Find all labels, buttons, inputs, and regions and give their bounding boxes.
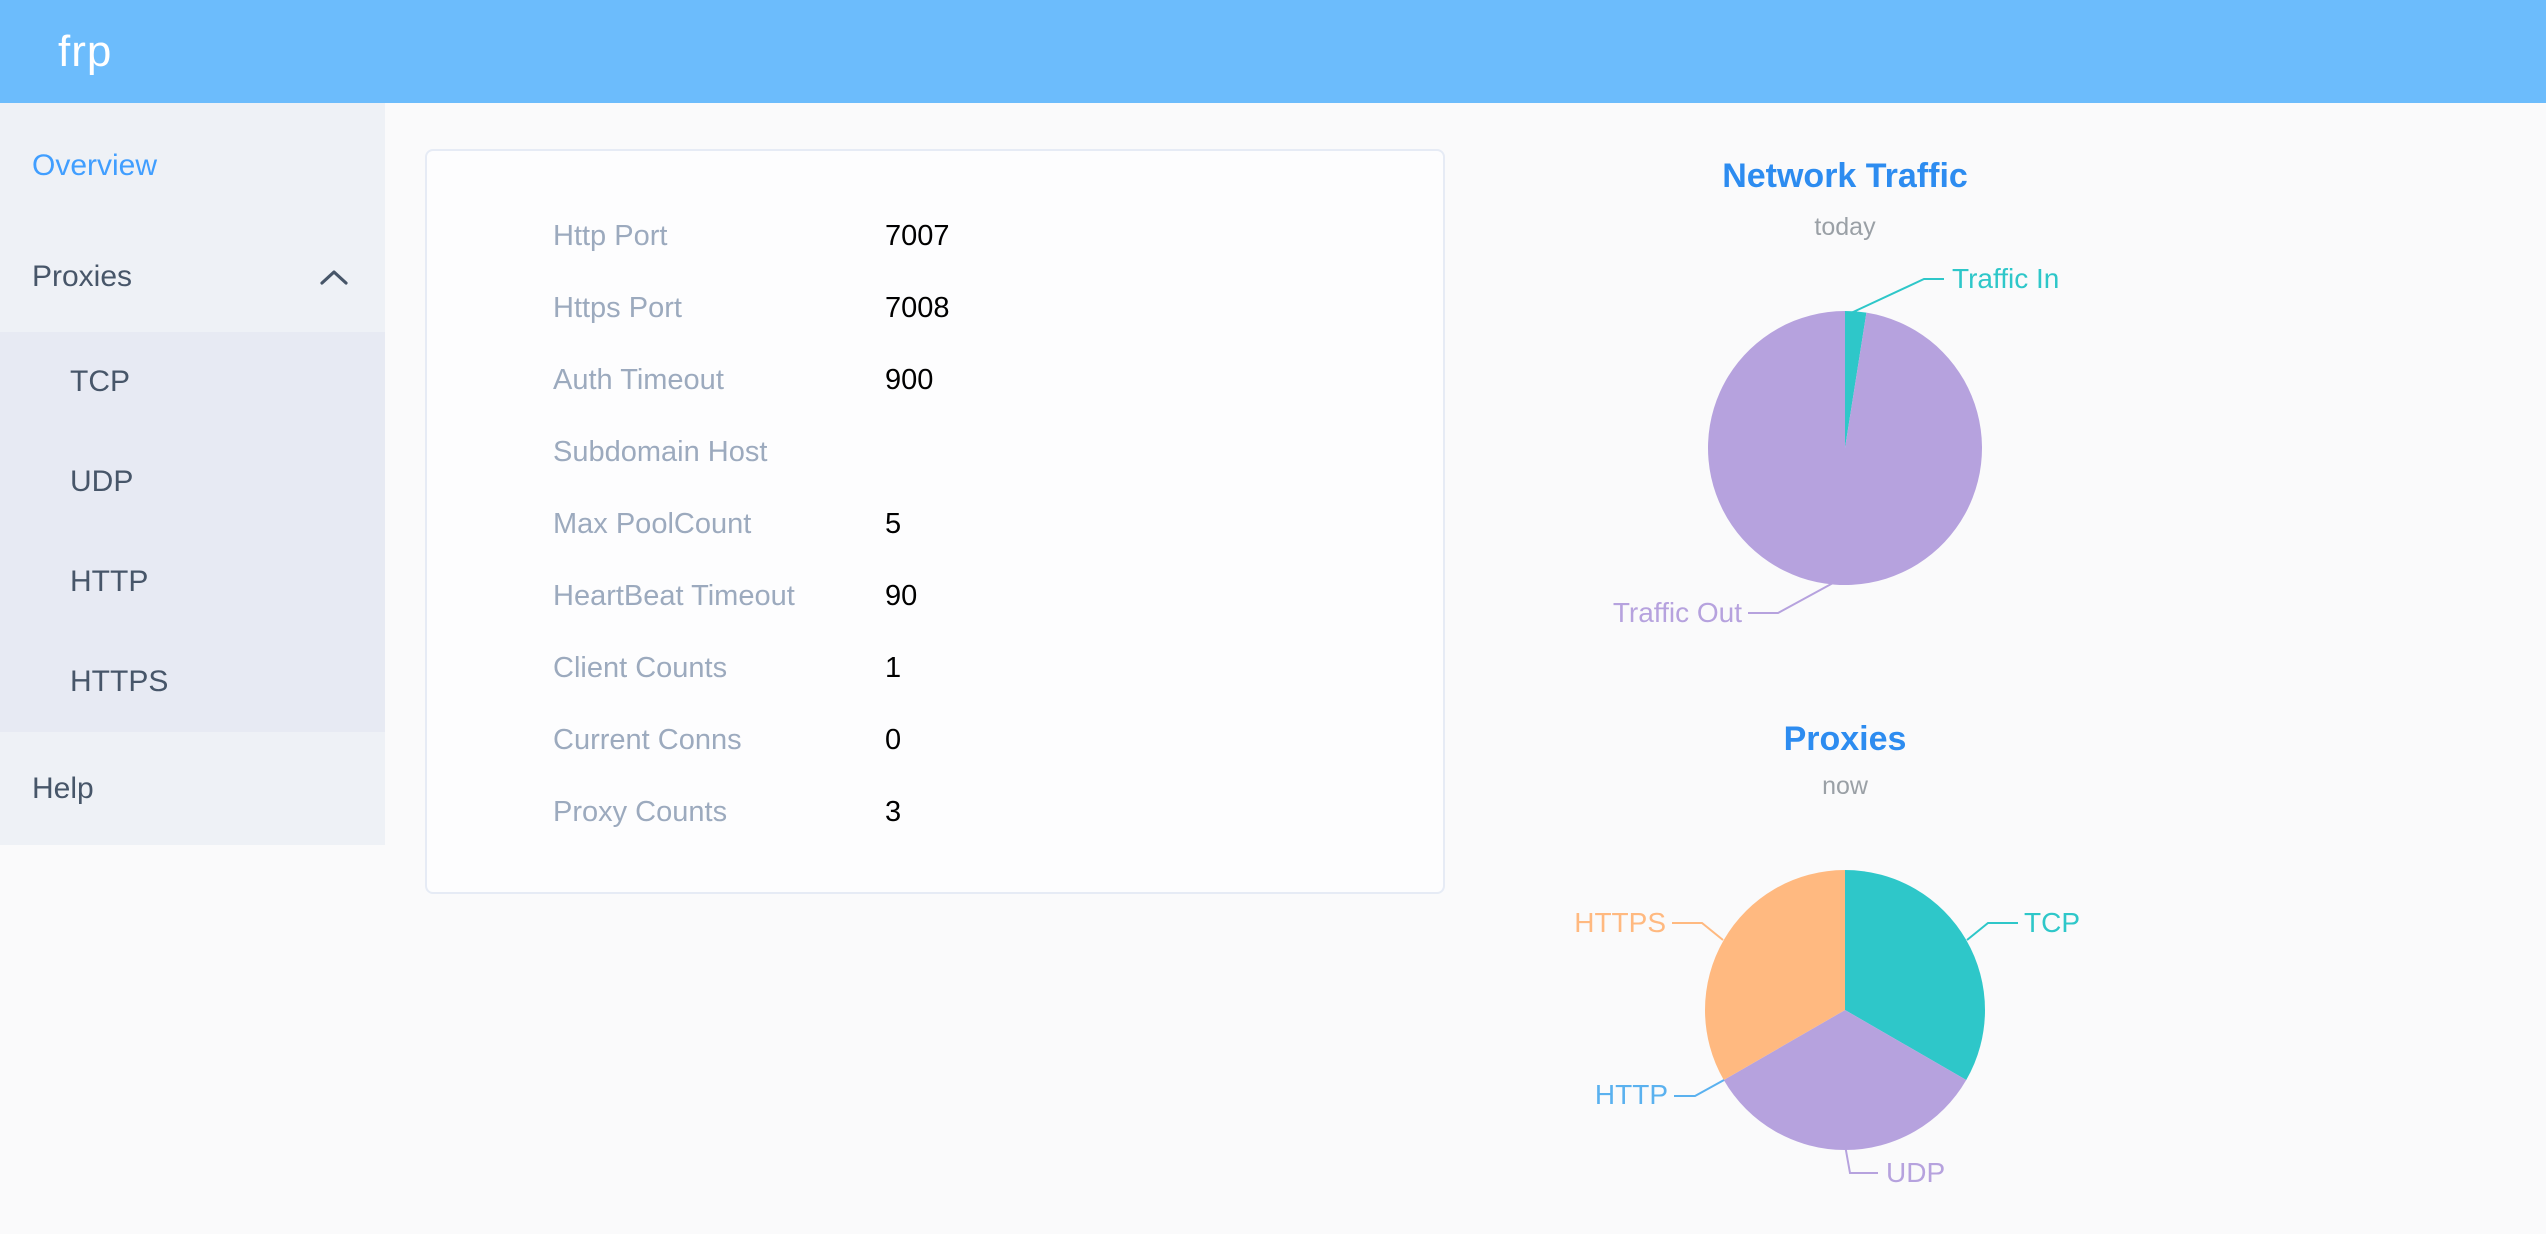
network-traffic-pie xyxy=(1708,311,1983,585)
udp-leader-line xyxy=(1844,1144,1878,1174)
chart-title: Proxies xyxy=(1784,720,1907,758)
chart-title: Network Traffic xyxy=(1722,157,1968,195)
sidebar-item-help[interactable]: Help xyxy=(0,732,385,845)
config-label: Https Port xyxy=(553,291,682,324)
config-label: Auth Timeout xyxy=(553,363,724,396)
config-label: Current Conns xyxy=(553,723,742,756)
pie-label-tcp: TCP xyxy=(2024,907,2080,938)
server-config-card: Http Port 7007 Https Port 7008 Auth Time… xyxy=(425,149,1445,894)
traffic-out-leader-line xyxy=(1748,582,1834,614)
config-row-https-port: Https Port 7008 xyxy=(427,272,1443,344)
config-value: 3 xyxy=(885,795,902,828)
config-label: Subdomain Host xyxy=(553,435,768,468)
config-value: 90 xyxy=(885,579,918,612)
sidebar-item-https[interactable]: HTTPS xyxy=(0,632,385,732)
app-header: frp xyxy=(0,0,2546,103)
sidebar-item-label: Overview xyxy=(32,149,158,182)
pie-label-traffic-out: Traffic Out xyxy=(1613,597,1742,628)
pie-label-udp: UDP xyxy=(1886,1157,1945,1188)
http-leader-line xyxy=(1674,1079,1725,1097)
sidebar-item-label: TCP xyxy=(70,365,130,398)
config-value: 0 xyxy=(885,723,902,756)
sidebar-item-udp[interactable]: UDP xyxy=(0,432,385,532)
chevron-up-icon xyxy=(320,270,348,285)
config-value: 7008 xyxy=(885,291,950,324)
config-row-client-counts: Client Counts 1 xyxy=(427,632,1443,704)
config-value: 7007 xyxy=(885,219,950,252)
sidebar-submenu-proxies: TCP UDP HTTP HTTPS xyxy=(0,332,385,732)
config-row-auth-timeout: Auth Timeout 900 xyxy=(427,344,1443,416)
https-leader-line xyxy=(1672,922,1724,941)
chart-subtitle: today xyxy=(1814,213,1876,241)
chart-subtitle: now xyxy=(1822,772,1869,800)
config-label: Max PoolCount xyxy=(553,507,752,540)
sidebar-item-tcp[interactable]: TCP xyxy=(0,332,385,432)
config-value: 1 xyxy=(885,651,902,684)
config-row-proxy-counts: Proxy Counts 3 xyxy=(427,776,1443,848)
config-row-heartbeat-timeout: HeartBeat Timeout 90 xyxy=(427,560,1443,632)
app-logo: frp xyxy=(58,26,113,76)
sidebar-item-label: HTTP xyxy=(70,565,149,598)
network-traffic-chart: Network Traffic today Traffic In Traffic… xyxy=(1613,157,2060,628)
pie-slice-traffic-out xyxy=(1708,311,1983,585)
sidebar-item-http[interactable]: HTTP xyxy=(0,532,385,632)
config-label: Proxy Counts xyxy=(553,795,728,828)
pie-label-https: HTTPS xyxy=(1574,907,1666,938)
config-label: HeartBeat Timeout xyxy=(553,579,795,612)
proxies-pie xyxy=(1705,870,1985,1150)
config-label: Http Port xyxy=(553,219,668,252)
config-value: 5 xyxy=(885,507,902,540)
sidebar: Overview Proxies TCP UDP HTTP HTTPS Help xyxy=(0,103,385,845)
tcp-leader-line xyxy=(1966,922,2018,941)
pie-slice-https xyxy=(1705,870,1845,1080)
sidebar-item-label: Proxies xyxy=(32,260,133,293)
sidebar-item-label: Help xyxy=(32,771,94,805)
config-value: 900 xyxy=(885,363,934,396)
sidebar-item-label: HTTPS xyxy=(70,665,169,698)
config-row-http-port: Http Port 7007 xyxy=(427,200,1443,272)
config-row-max-poolcount: Max PoolCount 5 xyxy=(427,488,1443,560)
sidebar-item-overview[interactable]: Overview xyxy=(0,115,385,217)
pie-label-http: HTTP xyxy=(1595,1079,1668,1110)
config-label: Client Counts xyxy=(553,651,728,684)
sidebar-item-label: UDP xyxy=(70,465,134,498)
pie-slice-traffic-in xyxy=(1845,311,1867,448)
proxies-chart: Proxies now TCP HTTPS HTTP UDP xyxy=(1574,720,2080,1188)
config-row-current-conns: Current Conns 0 xyxy=(427,704,1443,776)
config-row-subdomain-host: Subdomain Host xyxy=(427,416,1443,488)
pie-slice-tcp xyxy=(1845,870,1985,1080)
pie-label-traffic-in: Traffic In xyxy=(1952,263,2059,294)
traffic-in-leader-line xyxy=(1850,278,1944,314)
sidebar-item-proxies[interactable]: Proxies xyxy=(0,227,385,327)
